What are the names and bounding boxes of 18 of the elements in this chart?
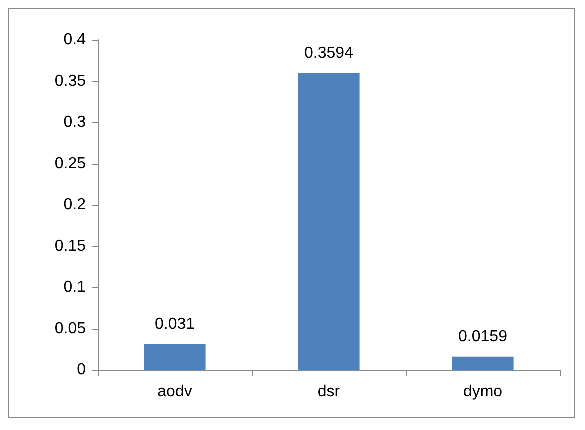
y-tick-label: 0.2	[64, 196, 86, 214]
y-tick-label: 0.35	[54, 72, 86, 90]
y-tick-label: 0.25	[54, 155, 86, 172]
y-tick-label: 0.4	[64, 32, 86, 48]
data-label: 0.0159	[458, 328, 508, 346]
y-tick-label: 0.3	[64, 114, 86, 131]
x-tick-label: dymo	[463, 384, 503, 400]
y-tick-label: 0.1	[64, 279, 86, 296]
y-tick-label: 0.05	[54, 320, 86, 338]
x-tick-label: aodv	[158, 384, 192, 400]
y-tick-label: 0	[77, 362, 86, 378]
y-tick-label: 0.15	[54, 238, 86, 255]
bar	[452, 356, 514, 370]
data-label: 0.3594	[304, 44, 354, 62]
bar	[144, 344, 206, 370]
x-tick-label: dsr	[318, 384, 341, 400]
data-label: 0.031	[154, 316, 196, 333]
bar	[298, 73, 360, 370]
